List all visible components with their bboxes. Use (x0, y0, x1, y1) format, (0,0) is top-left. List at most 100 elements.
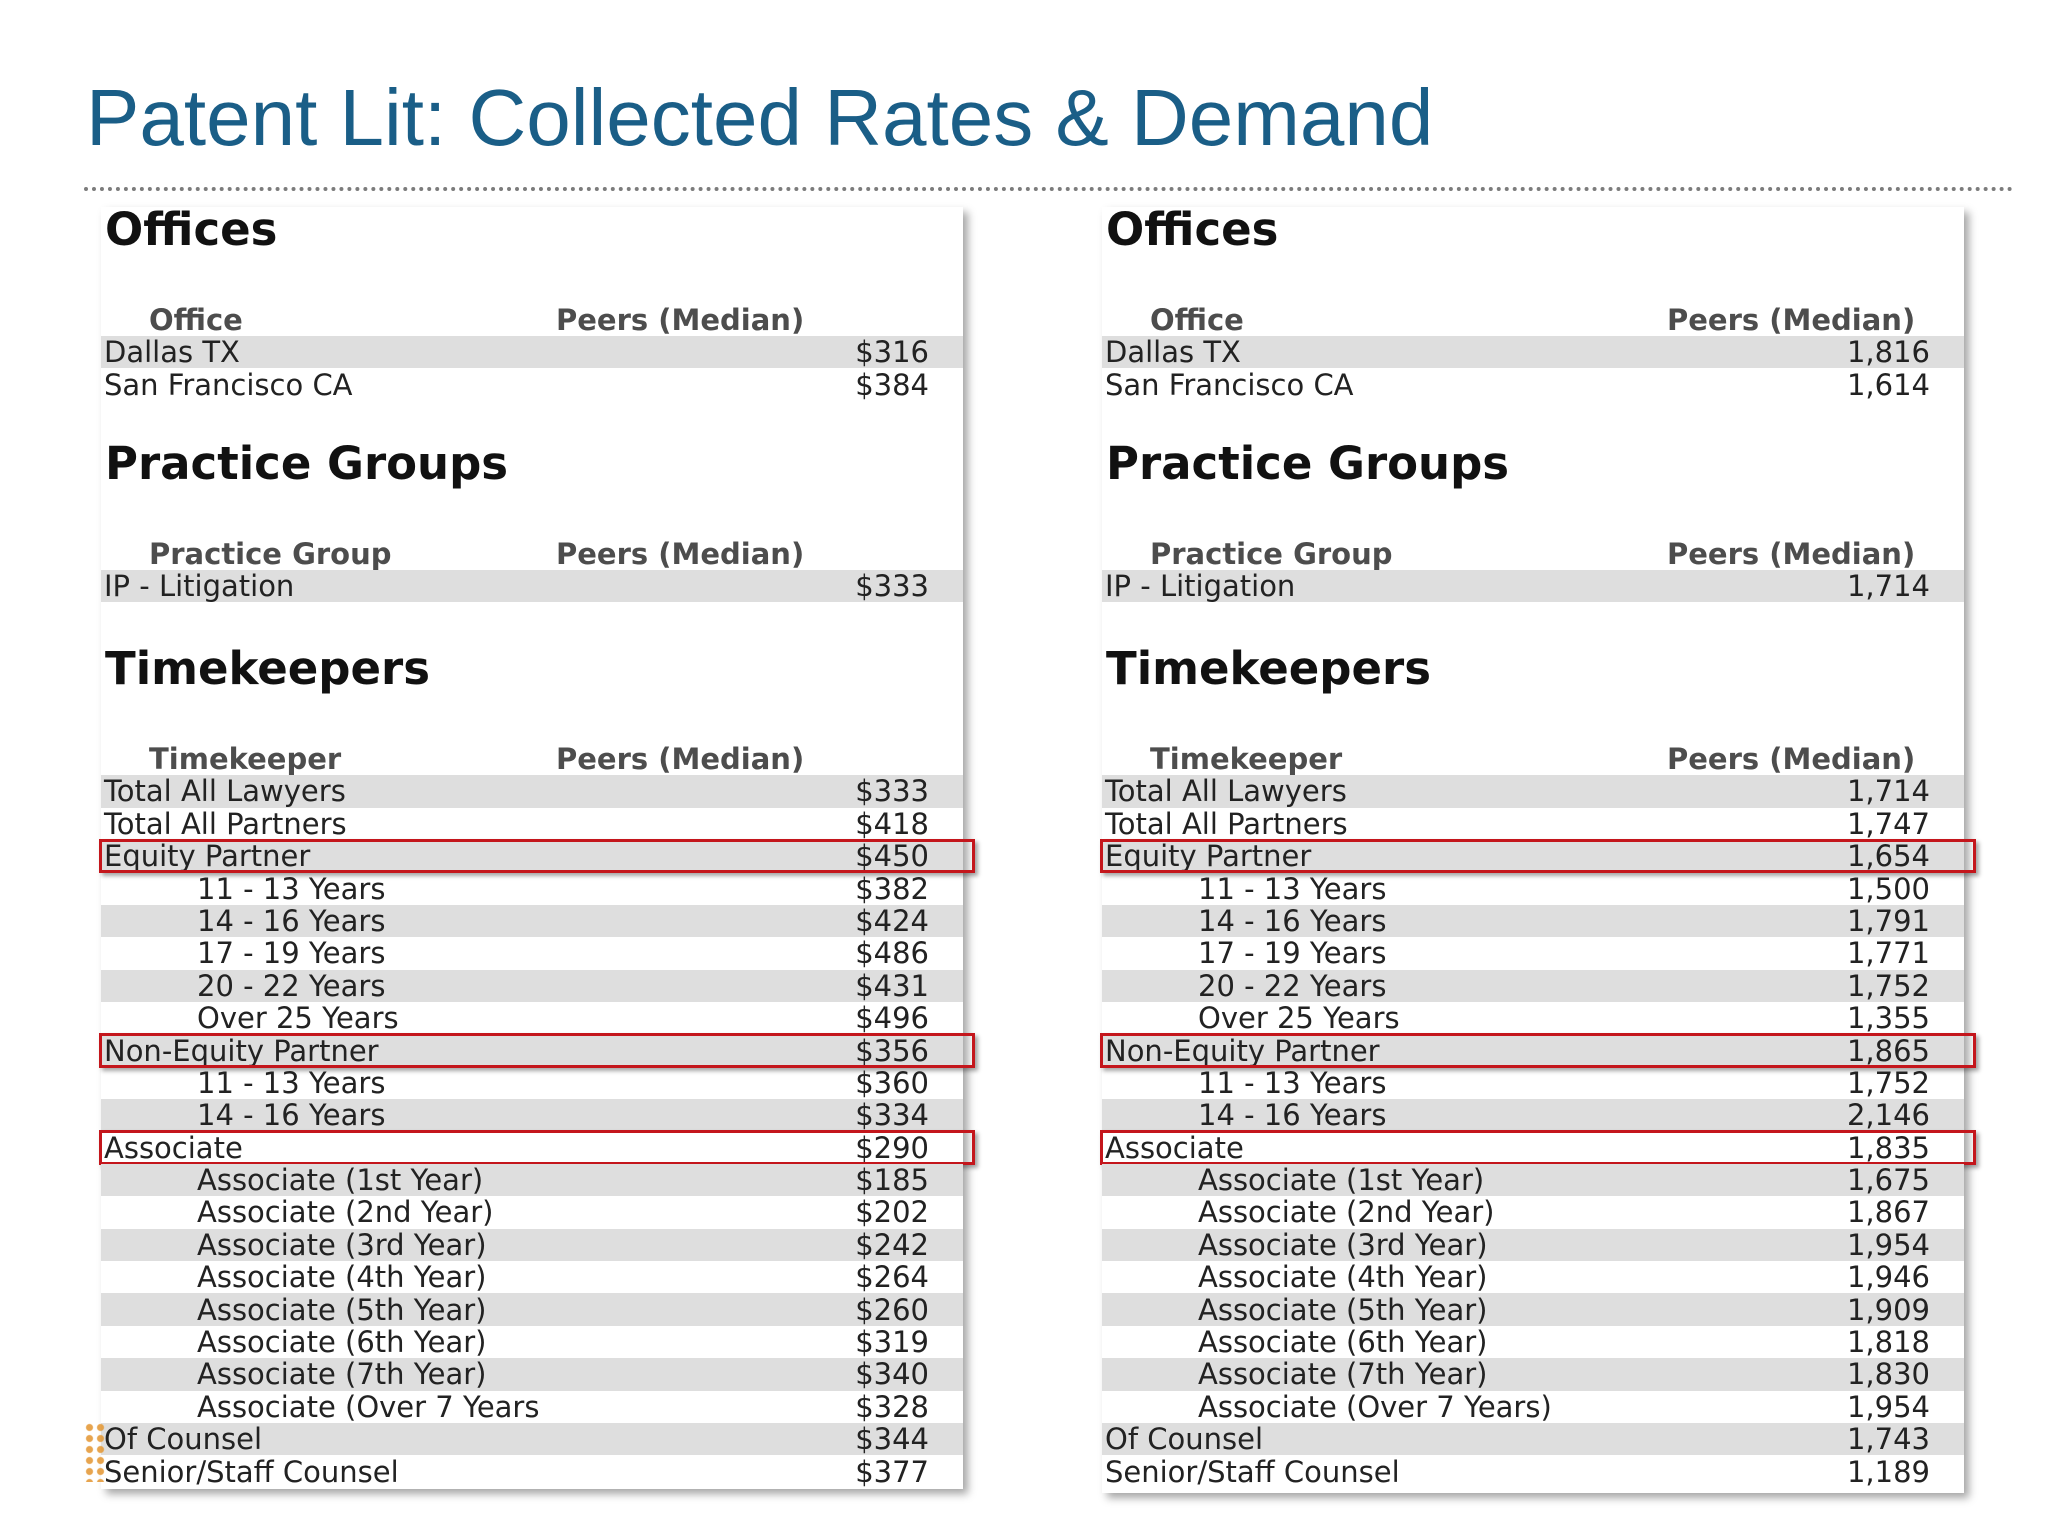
table-row: Equity Partner 1,654 (1100, 838, 1976, 874)
row-value: $360 (855, 1065, 929, 1100)
row-label: 17 - 19 Years (1198, 936, 1387, 971)
row-value: $344 (855, 1422, 929, 1457)
slide-title: Patent Lit: Collected Rates & Demand (86, 73, 1434, 162)
row-label: IP - Litigation (1105, 568, 1296, 603)
table-row: Equity Partner $450 (99, 838, 975, 874)
table-row: Senior/Staff Counsel $377 (101, 1454, 963, 1489)
row-value: 1,714 (1846, 568, 1930, 603)
table-row: Associate 1,835 (1100, 1130, 1976, 1166)
row-value: 1,954 (1846, 1227, 1930, 1262)
column-header-label: Office (149, 303, 243, 337)
column-header-label: Timekeeper (1150, 742, 1343, 777)
table-row: 11 - 13 Years 1,752 (1102, 1065, 1964, 1100)
row-label: 11 - 13 Years (197, 1065, 386, 1100)
table-row: Associate (2nd Year) $202 (101, 1195, 963, 1229)
row-value: $496 (855, 1001, 929, 1036)
table-row: Associate (4th Year) $264 (101, 1260, 963, 1294)
row-value: 1,614 (1846, 367, 1930, 402)
row-value: 1,909 (1846, 1292, 1930, 1327)
table-row: Senior/Staff Counsel 1,189 (1102, 1454, 1964, 1489)
row-value: $242 (855, 1227, 929, 1262)
row-value: $431 (855, 968, 929, 1003)
row-value: $382 (855, 871, 929, 906)
row-label: Associate (3rd Year) (1198, 1227, 1488, 1262)
column-header-label: Practice Group (1150, 536, 1393, 571)
row-value: 1,830 (1846, 1357, 1930, 1392)
practice-groups-section: Practice Groups Practice Group Peers (Me… (1102, 401, 1964, 603)
row-label: Associate (2nd Year) (1198, 1195, 1495, 1230)
column-header-label: Peers (Median) (556, 742, 805, 777)
row-label: Total All Partners (1105, 806, 1348, 841)
table-row: Associate (2nd Year) 1,867 (1102, 1195, 1964, 1230)
row-value: $424 (855, 903, 929, 938)
row-label: Associate (6th Year) (1198, 1325, 1488, 1360)
timekeepers-section: Timekeepers Timekeeper Peers (Median) To… (1100, 602, 1976, 1489)
row-label: Non-Equity Partner (1105, 1033, 1380, 1068)
row-label: Senior/Staff Counsel (1105, 1454, 1400, 1489)
row-value: $340 (855, 1357, 929, 1392)
row-value: 1,675 (1846, 1163, 1930, 1198)
row-label: 11 - 13 Years (1198, 1065, 1387, 1100)
table-row: 14 - 16 Years $424 (101, 903, 963, 938)
row-value: 1,835 (1846, 1130, 1930, 1165)
column-header: Practice Group Peers (Median) (1102, 538, 1964, 570)
row-value: 1,500 (1846, 871, 1930, 906)
table-row: Associate (6th Year) 1,818 (1102, 1325, 1964, 1360)
table-row: Associate (Over 7 Years) 1,954 (1102, 1390, 1964, 1424)
row-value: $450 (855, 839, 929, 874)
table-row: 11 - 13 Years $382 (101, 871, 963, 906)
row-label: Associate (1st Year) (197, 1163, 484, 1198)
column-header-label: Office (1150, 303, 1244, 337)
row-value: $319 (855, 1325, 929, 1360)
section-title: Offices (1106, 203, 1279, 256)
row-value: 1,714 (1846, 774, 1930, 809)
table-row: Associate (5th Year) 1,909 (1102, 1292, 1964, 1327)
row-value: $333 (855, 774, 929, 809)
row-label: 11 - 13 Years (197, 871, 386, 906)
column-header: Practice Group Peers (Median) (101, 538, 963, 570)
table-body: IP - Litigation $333 (101, 568, 963, 603)
row-value: $486 (855, 936, 929, 971)
table-row: Non-Equity Partner 1,865 (1100, 1033, 1976, 1069)
timekeepers-section: Timekeepers Timekeeper Peers (Median) To… (99, 602, 975, 1489)
row-value: $418 (855, 806, 929, 841)
row-value: 1,355 (1846, 1001, 1930, 1036)
row-value: $384 (855, 367, 929, 402)
row-label: Associate (3rd Year) (197, 1227, 487, 1262)
row-value: 1,189 (1846, 1454, 1930, 1489)
row-value: $356 (855, 1033, 929, 1068)
row-label: Associate (4th Year) (1198, 1260, 1488, 1295)
table-row: Non-Equity Partner $356 (99, 1033, 975, 1069)
row-label: San Francisco CA (1105, 367, 1354, 402)
table-row: 17 - 19 Years $486 (101, 936, 963, 971)
table-row: 14 - 16 Years 2,146 (1102, 1098, 1964, 1132)
row-label: Total All Partners (104, 806, 347, 841)
table-row: 11 - 13 Years 1,500 (1102, 871, 1964, 906)
row-value: 1,816 (1846, 335, 1930, 370)
column-header: Office Peers (Median) (1102, 304, 1964, 336)
row-value: 1,867 (1846, 1195, 1930, 1230)
row-value: 1,747 (1846, 806, 1930, 841)
row-label: Associate (7th Year) (1198, 1357, 1488, 1392)
row-label: 17 - 19 Years (197, 936, 386, 971)
table-row: Of Counsel $344 (101, 1422, 963, 1457)
row-value: $260 (855, 1292, 929, 1327)
section-title: Timekeepers (1106, 642, 1431, 696)
row-value: 1,946 (1846, 1260, 1930, 1295)
column-header: Office Peers (Median) (101, 304, 963, 336)
table-row: Total All Lawyers 1,714 (1102, 774, 1964, 809)
section-title: Offices (105, 203, 278, 256)
row-value: $333 (855, 568, 929, 603)
row-label: Associate (1st Year) (1198, 1163, 1485, 1198)
row-label: Senior/Staff Counsel (104, 1454, 399, 1489)
row-label: Total All Lawyers (1105, 774, 1347, 809)
row-label: Associate (104, 1130, 243, 1165)
table-row: 17 - 19 Years 1,771 (1102, 936, 1964, 971)
table-body: Dallas TX $316 San Francisco CA $384 (101, 335, 963, 402)
section-title: Practice Groups (1106, 436, 1510, 490)
row-label: Total All Lawyers (104, 774, 346, 809)
row-label: 20 - 22 Years (1198, 968, 1387, 1003)
row-value: $185 (855, 1163, 929, 1198)
table-row: Associate $290 (99, 1130, 975, 1166)
row-value: 1,771 (1846, 936, 1930, 971)
